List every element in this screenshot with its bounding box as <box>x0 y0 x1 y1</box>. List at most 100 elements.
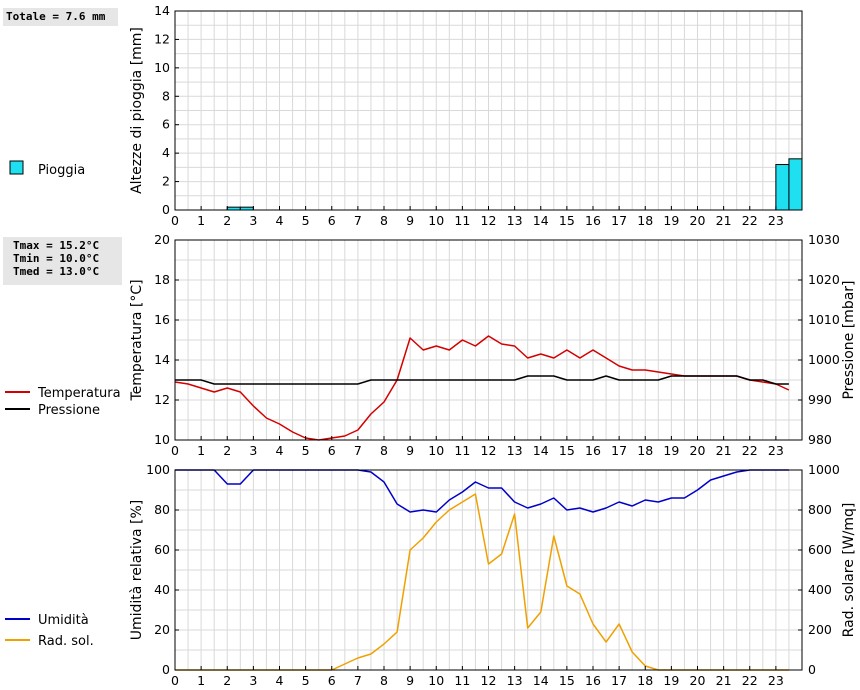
x-tick-label: 11 <box>454 673 470 688</box>
y-axis-title: Altezze di pioggia [mm] <box>129 27 145 194</box>
x-tick-label: 16 <box>585 673 601 688</box>
y-right-tick-label: 600 <box>808 542 832 557</box>
x-tick-label: 9 <box>406 673 414 688</box>
y-tick-label: 10 <box>154 432 170 447</box>
x-tick-label: 21 <box>716 673 732 688</box>
x-tick-label: 14 <box>533 673 549 688</box>
y-right-tick-label: 400 <box>808 582 832 597</box>
x-tick-label: 7 <box>354 213 362 228</box>
x-tick-label: 15 <box>559 213 575 228</box>
y-tick-label: 14 <box>154 352 170 367</box>
y-tick-label: 12 <box>154 392 170 407</box>
x-tick-label: 9 <box>406 443 414 458</box>
x-tick-label: 4 <box>276 213 284 228</box>
y-tick-label: 60 <box>154 542 170 557</box>
y-axis-title: Temperatura [°C] <box>129 279 145 401</box>
x-tick-label: 11 <box>454 443 470 458</box>
x-tick-label: 12 <box>481 213 497 228</box>
pressione-line <box>175 375 789 385</box>
y-right-tick-label: 1020 <box>808 272 840 287</box>
x-tick-label: 21 <box>716 443 732 458</box>
rain-total-text: Totale = 7.6 mm <box>6 10 106 23</box>
y-tick-label: 20 <box>154 232 170 247</box>
y-right-axis-title: Pressione [mbar] <box>841 280 857 399</box>
x-tick-label: 5 <box>302 213 310 228</box>
y-tick-label: 80 <box>154 502 170 517</box>
x-tick-label: 1 <box>197 673 205 688</box>
x-tick-label: 0 <box>171 443 179 458</box>
temperature-stats-box: Tmax = 15.2°C Tmin = 10.0°C Tmed = 13.0°… <box>3 237 122 285</box>
x-tick-label: 0 <box>171 213 179 228</box>
x-tick-label: 23 <box>768 443 784 458</box>
x-tick-label: 7 <box>354 443 362 458</box>
y-tick-label: 18 <box>154 272 170 287</box>
x-tick-label: 13 <box>507 443 523 458</box>
x-tick-label: 12 <box>481 673 497 688</box>
y-right-tick-label: 1030 <box>808 232 840 247</box>
x-tick-label: 18 <box>637 673 653 688</box>
y-right-tick-label: 800 <box>808 502 832 517</box>
pioggia-legend-swatch <box>9 160 24 175</box>
tmax-text: Tmax = 15.2°C <box>13 239 100 252</box>
y-right-tick-label: 200 <box>808 622 832 637</box>
tmed-text: Tmed = 13.0°C <box>13 265 100 278</box>
x-tick-label: 1 <box>197 443 205 458</box>
y-tick-label: 12 <box>154 31 170 46</box>
rain-bar <box>788 158 803 211</box>
x-tick-label: 23 <box>768 673 784 688</box>
y-tick-label: 14 <box>154 3 170 18</box>
x-tick-label: 22 <box>742 443 758 458</box>
y-right-tick-label: 990 <box>808 392 832 407</box>
x-tick-label: 23 <box>768 213 784 228</box>
x-tick-label: 22 <box>742 673 758 688</box>
x-tick-label: 3 <box>249 673 257 688</box>
x-tick-label: 16 <box>585 443 601 458</box>
x-tick-label: 20 <box>690 443 706 458</box>
x-tick-label: 7 <box>354 673 362 688</box>
x-tick-label: 14 <box>533 443 549 458</box>
x-tick-label: 8 <box>380 213 388 228</box>
y-tick-label: 20 <box>154 622 170 637</box>
x-tick-label: 22 <box>742 213 758 228</box>
x-tick-label: 5 <box>302 443 310 458</box>
temperatura-legend-label: Temperatura <box>37 386 121 401</box>
y-right-tick-label: 1000 <box>808 462 840 477</box>
y-right-tick-label: 0 <box>808 662 816 677</box>
x-tick-label: 17 <box>611 443 627 458</box>
x-tick-label: 6 <box>328 213 336 228</box>
x-tick-label: 1 <box>197 213 205 228</box>
x-tick-label: 6 <box>328 673 336 688</box>
x-tick-label: 3 <box>249 213 257 228</box>
x-tick-label: 2 <box>223 673 231 688</box>
x-tick-label: 8 <box>380 443 388 458</box>
x-tick-label: 18 <box>637 443 653 458</box>
x-tick-label: 15 <box>559 673 575 688</box>
temperatura-line <box>174 335 790 441</box>
x-tick-label: 16 <box>585 213 601 228</box>
y-tick-label: 6 <box>162 117 170 132</box>
x-tick-label: 8 <box>380 673 388 688</box>
tmin-text: Tmin = 10.0°C <box>13 252 100 265</box>
rad-sol-legend-label: Rad. sol. <box>38 634 94 649</box>
x-tick-label: 12 <box>481 443 497 458</box>
x-tick-label: 20 <box>690 673 706 688</box>
y-tick-label: 0 <box>162 662 170 677</box>
x-tick-label: 18 <box>637 213 653 228</box>
y-tick-label: 10 <box>154 60 170 75</box>
pioggia-legend-label: Pioggia <box>38 163 85 178</box>
y-tick-label: 8 <box>162 88 170 103</box>
rain-bar <box>775 164 790 211</box>
y-tick-label: 2 <box>162 174 170 189</box>
y-right-tick-label: 1000 <box>808 352 840 367</box>
x-tick-label: 2 <box>223 443 231 458</box>
y-tick-label: 100 <box>146 462 170 477</box>
rad-sol-line <box>175 493 789 671</box>
x-tick-label: 15 <box>559 443 575 458</box>
y-right-tick-label: 980 <box>808 432 832 447</box>
pressione-legend-label: Pressione <box>38 403 100 418</box>
x-tick-label: 3 <box>249 443 257 458</box>
rain-total-box: Totale = 7.6 mm <box>3 8 118 26</box>
y-tick-label: 0 <box>162 202 170 217</box>
x-tick-label: 19 <box>663 443 679 458</box>
